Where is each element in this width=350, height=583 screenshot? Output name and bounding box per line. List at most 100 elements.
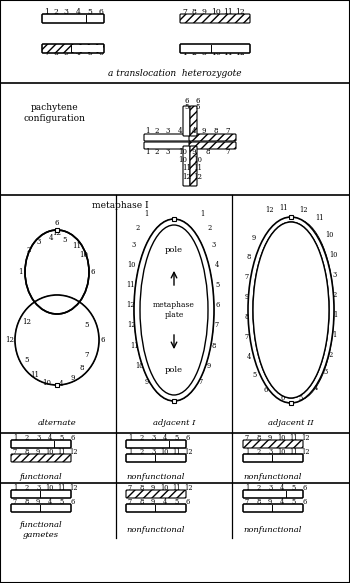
Text: 9: 9 bbox=[202, 8, 206, 16]
Text: 7: 7 bbox=[215, 321, 219, 329]
Text: 8: 8 bbox=[245, 313, 249, 321]
FancyBboxPatch shape bbox=[42, 44, 104, 53]
Text: alternate: alternate bbox=[38, 419, 76, 427]
Text: 1: 1 bbox=[145, 127, 149, 135]
Text: 6: 6 bbox=[101, 336, 105, 344]
FancyBboxPatch shape bbox=[144, 142, 191, 149]
Text: 7: 7 bbox=[226, 148, 230, 156]
Text: 9: 9 bbox=[36, 498, 40, 506]
Text: 12: 12 bbox=[265, 206, 273, 214]
Text: 12: 12 bbox=[301, 448, 309, 456]
Text: 5: 5 bbox=[216, 281, 220, 289]
Text: 8: 8 bbox=[257, 434, 261, 442]
Text: 3: 3 bbox=[333, 271, 337, 279]
Text: 9: 9 bbox=[151, 484, 155, 492]
Text: 4: 4 bbox=[215, 261, 219, 269]
Text: 10: 10 bbox=[79, 251, 89, 259]
Bar bbox=[40, 491, 70, 497]
FancyBboxPatch shape bbox=[190, 106, 197, 136]
Text: 8: 8 bbox=[257, 498, 261, 506]
Text: 2: 2 bbox=[25, 484, 29, 492]
Text: 7: 7 bbox=[245, 333, 249, 341]
Text: 2: 2 bbox=[155, 148, 159, 156]
Text: 7: 7 bbox=[13, 498, 17, 506]
Text: 5: 5 bbox=[291, 484, 295, 492]
Text: 9: 9 bbox=[268, 434, 272, 442]
Text: 3: 3 bbox=[268, 448, 272, 456]
Text: 5: 5 bbox=[196, 103, 200, 111]
Text: 9: 9 bbox=[268, 498, 272, 506]
Text: 1: 1 bbox=[183, 49, 188, 57]
Text: nonfunctional: nonfunctional bbox=[127, 473, 185, 481]
Text: 7: 7 bbox=[245, 434, 249, 442]
Text: 7: 7 bbox=[183, 8, 188, 16]
Text: 12: 12 bbox=[301, 434, 309, 442]
Text: 11: 11 bbox=[315, 214, 323, 222]
Text: 10: 10 bbox=[211, 49, 221, 57]
Text: 10: 10 bbox=[325, 231, 333, 239]
FancyBboxPatch shape bbox=[243, 440, 303, 448]
Text: 1: 1 bbox=[245, 448, 249, 456]
Text: 9: 9 bbox=[192, 148, 196, 156]
Text: 3: 3 bbox=[36, 434, 40, 442]
Text: 11: 11 bbox=[289, 448, 298, 456]
FancyBboxPatch shape bbox=[243, 454, 303, 462]
Text: 8: 8 bbox=[80, 364, 84, 372]
Text: 10: 10 bbox=[42, 379, 51, 387]
Text: 12: 12 bbox=[126, 301, 134, 309]
Bar bbox=[289, 215, 293, 219]
Text: 7: 7 bbox=[199, 378, 203, 386]
Text: 5: 5 bbox=[174, 498, 179, 506]
Text: 9: 9 bbox=[71, 374, 75, 382]
Text: 12: 12 bbox=[299, 206, 307, 214]
Text: 5: 5 bbox=[63, 236, 67, 244]
Text: 6: 6 bbox=[303, 498, 307, 506]
Text: 8: 8 bbox=[25, 498, 29, 506]
Text: 5: 5 bbox=[185, 103, 189, 111]
Ellipse shape bbox=[134, 219, 214, 401]
FancyBboxPatch shape bbox=[126, 490, 186, 498]
Ellipse shape bbox=[253, 222, 329, 398]
Text: 12: 12 bbox=[69, 484, 77, 492]
Text: 11: 11 bbox=[223, 8, 233, 16]
Text: 4: 4 bbox=[280, 498, 284, 506]
FancyBboxPatch shape bbox=[243, 504, 303, 512]
Text: 1: 1 bbox=[145, 148, 149, 156]
FancyBboxPatch shape bbox=[189, 142, 236, 149]
Text: 12: 12 bbox=[194, 173, 203, 181]
FancyBboxPatch shape bbox=[126, 504, 186, 512]
Text: 5: 5 bbox=[85, 321, 89, 329]
Text: 8: 8 bbox=[191, 8, 196, 16]
Text: nonfunctional: nonfunctional bbox=[244, 473, 302, 481]
Text: 4: 4 bbox=[48, 434, 52, 442]
Text: 12: 12 bbox=[127, 321, 135, 329]
FancyBboxPatch shape bbox=[42, 14, 104, 23]
Text: 8: 8 bbox=[206, 148, 210, 156]
Text: 6: 6 bbox=[71, 498, 75, 506]
Text: 2: 2 bbox=[257, 484, 261, 492]
Text: 4: 4 bbox=[163, 434, 167, 442]
Text: 2: 2 bbox=[139, 448, 144, 456]
Text: 7: 7 bbox=[44, 49, 49, 57]
Text: 1: 1 bbox=[245, 484, 249, 492]
Bar bbox=[272, 455, 302, 461]
Text: 3: 3 bbox=[63, 8, 69, 16]
Text: 7: 7 bbox=[85, 351, 89, 359]
Text: 9: 9 bbox=[202, 127, 206, 135]
FancyBboxPatch shape bbox=[183, 106, 190, 136]
Text: 4: 4 bbox=[192, 127, 196, 135]
Bar bbox=[55, 228, 59, 232]
Text: functional
gametes: functional gametes bbox=[20, 521, 62, 539]
Text: 10: 10 bbox=[178, 148, 188, 156]
Text: adjacent II: adjacent II bbox=[268, 419, 314, 427]
Text: 3: 3 bbox=[166, 148, 170, 156]
Text: 4: 4 bbox=[280, 484, 284, 492]
Text: 9: 9 bbox=[64, 49, 69, 57]
Text: 12: 12 bbox=[235, 8, 245, 16]
Text: 8: 8 bbox=[139, 484, 144, 492]
Text: 10: 10 bbox=[211, 8, 221, 16]
Text: 7: 7 bbox=[245, 498, 249, 506]
Text: 3: 3 bbox=[202, 49, 206, 57]
Text: 3: 3 bbox=[268, 484, 272, 492]
Bar bbox=[155, 455, 185, 461]
